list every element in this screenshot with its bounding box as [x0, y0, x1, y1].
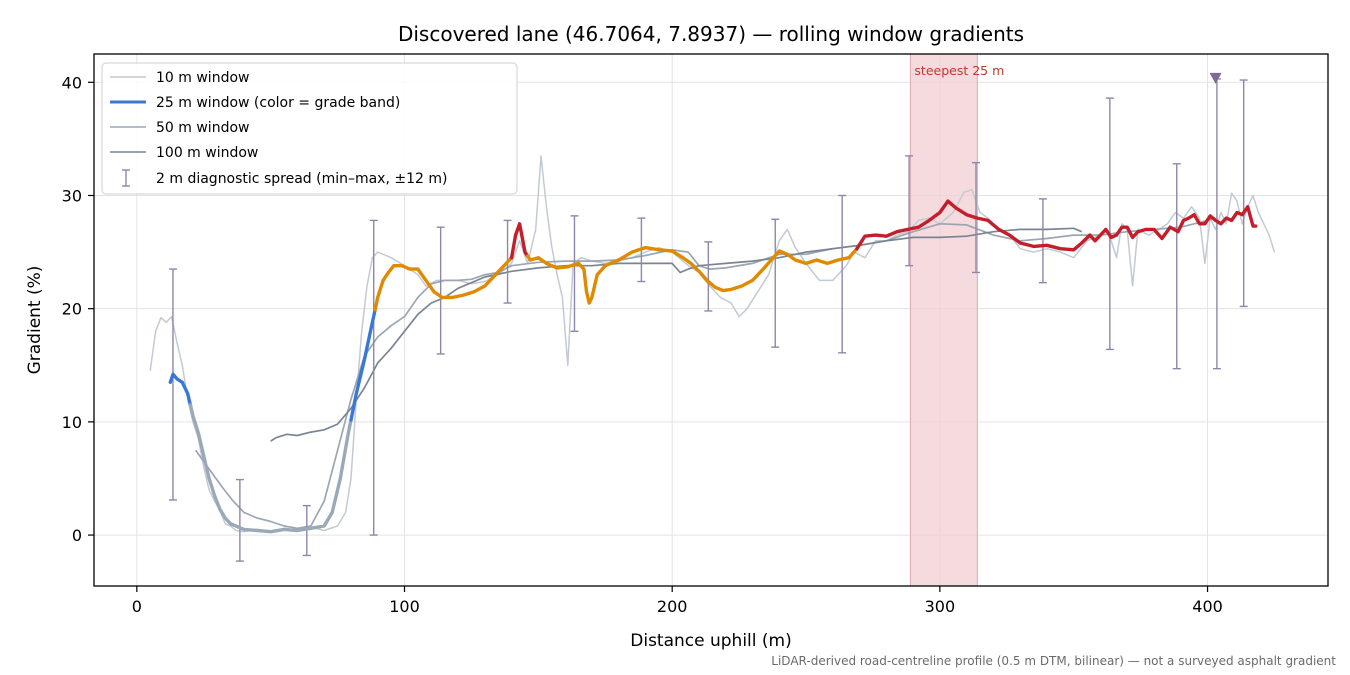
- series-10m-line: [149, 155, 1276, 533]
- legend-label-errorbar: 2 m diagnostic spread (min–max, ±12 m): [156, 171, 447, 187]
- x-tick-label: 200: [657, 597, 688, 616]
- series-25m-segment: [525, 245, 859, 305]
- series-25m-segment: [188, 403, 353, 534]
- y-tick-label: 40: [62, 73, 82, 92]
- legend-label-50m: 50 m window: [156, 120, 249, 136]
- error-bar: [1105, 97, 1114, 351]
- error-bar: [369, 219, 378, 536]
- steepest-band-label: steepest 25 m: [914, 63, 1004, 78]
- y-tick-label: 0: [72, 526, 82, 545]
- series-25m-segment: [168, 372, 193, 407]
- x-tick-label: 100: [389, 597, 420, 616]
- plot-frame: [93, 53, 1329, 587]
- error-bar: [1239, 79, 1248, 308]
- legend-label-25m: 25 m window (color = grade band): [156, 95, 400, 111]
- error-bar: [905, 155, 914, 267]
- x-tick-label: 400: [1192, 597, 1223, 616]
- series-50m-line: [195, 217, 1216, 530]
- steepest-band: [909, 53, 978, 587]
- y-axis-label: Gradient (%): [25, 266, 45, 375]
- legend-label-100m: 100 m window: [156, 145, 258, 161]
- series-25m-segment: [509, 222, 530, 260]
- max-gradient-marker: [1209, 72, 1222, 84]
- error-bar: [704, 241, 713, 312]
- error-bar: [436, 226, 445, 355]
- legend-label-10m: 10 m window: [156, 70, 249, 86]
- error-bar: [570, 215, 579, 333]
- footnote: LiDAR-derived road-centreline profile (0…: [771, 654, 1336, 668]
- y-tick-label: 20: [62, 300, 82, 319]
- legend: 10 m window 25 m window (color = grade b…: [101, 62, 518, 195]
- error-bar: [235, 478, 244, 562]
- x-tick-label: 300: [925, 597, 956, 616]
- error-bar: [1172, 163, 1181, 370]
- chart-title: Discovered lane (46.7064, 7.8937) — roll…: [398, 22, 1024, 46]
- y-tick-label: 30: [62, 186, 82, 205]
- plot-area: steepest 25 m 0 100 200 300 400 0 10 20 30 40: [62, 53, 1329, 616]
- error-bar: [1038, 198, 1047, 284]
- series-25m-segment: [349, 308, 377, 422]
- legend-frame: [101, 62, 518, 195]
- error-bar: [771, 218, 780, 348]
- y-tick-label: 10: [62, 413, 82, 432]
- series-25m-segment: [855, 199, 1258, 252]
- error-bar: [168, 268, 177, 501]
- x-tick-label: 0: [132, 597, 142, 616]
- x-axis-label: Distance uphill (m): [630, 631, 791, 651]
- error-bar: [838, 194, 847, 354]
- legend-swatch-errorbar: [122, 169, 130, 187]
- series-25m-segment: [373, 256, 514, 312]
